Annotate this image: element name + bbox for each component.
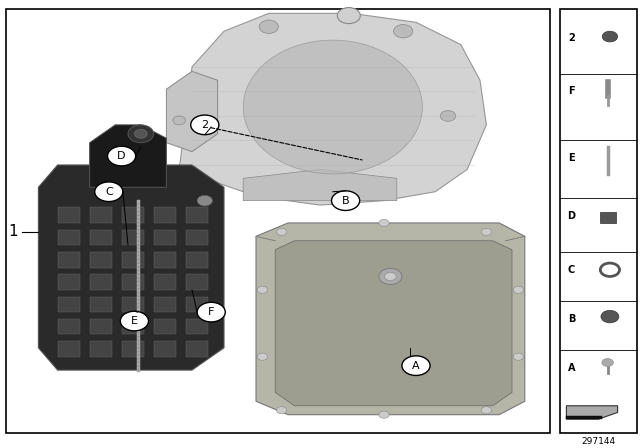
Circle shape [394, 25, 413, 38]
Circle shape [197, 302, 225, 322]
Bar [90, 274, 112, 290]
Circle shape [173, 116, 186, 125]
Bar [154, 319, 176, 334]
Bar [186, 274, 208, 290]
Bar [154, 341, 176, 357]
Polygon shape [275, 241, 512, 406]
Circle shape [128, 125, 154, 142]
Text: D: D [117, 151, 126, 161]
Circle shape [513, 353, 524, 360]
Circle shape [257, 353, 268, 360]
Circle shape [134, 129, 147, 138]
Circle shape [379, 268, 402, 284]
Ellipse shape [243, 40, 422, 174]
Circle shape [332, 191, 360, 211]
Bar [90, 252, 112, 267]
Bar [186, 230, 208, 245]
Text: 2: 2 [201, 120, 209, 130]
Text: 297144: 297144 [581, 437, 616, 446]
Text: B: B [568, 314, 575, 324]
Text: E: E [568, 153, 575, 163]
Bar [154, 230, 176, 245]
Circle shape [120, 311, 148, 331]
Bar [186, 207, 208, 223]
Polygon shape [90, 125, 166, 187]
Circle shape [197, 195, 212, 206]
Bar [154, 274, 176, 290]
Bar [122, 341, 144, 357]
Text: A: A [568, 363, 575, 373]
Circle shape [602, 358, 613, 366]
Circle shape [600, 263, 620, 276]
Text: C: C [105, 187, 113, 197]
Circle shape [481, 407, 492, 414]
Bar [58, 297, 80, 312]
Bar [58, 252, 80, 267]
Circle shape [513, 286, 524, 293]
Bar [58, 230, 80, 245]
Bar [154, 252, 176, 267]
Bar [122, 230, 144, 245]
Bar [560, 9, 637, 432]
Text: D: D [568, 211, 575, 221]
Polygon shape [243, 169, 397, 201]
Bar [122, 297, 144, 312]
Bar [58, 341, 80, 357]
Circle shape [402, 356, 430, 375]
Bar [600, 212, 616, 223]
Bar [122, 207, 144, 223]
Circle shape [108, 146, 136, 166]
Circle shape [602, 31, 618, 42]
Circle shape [191, 115, 219, 135]
Circle shape [257, 286, 268, 293]
Circle shape [259, 20, 278, 34]
Bar [186, 297, 208, 312]
Text: E: E [131, 316, 138, 326]
Text: B: B [342, 196, 349, 206]
Circle shape [440, 111, 456, 121]
Bar [90, 319, 112, 334]
Text: C: C [568, 265, 575, 275]
Bar [90, 230, 112, 245]
Circle shape [276, 407, 287, 414]
Bar [90, 207, 112, 223]
Bar [186, 341, 208, 357]
Bar [90, 341, 112, 357]
Circle shape [379, 220, 389, 227]
Text: F: F [568, 86, 575, 96]
Bar [186, 252, 208, 267]
Circle shape [385, 272, 396, 280]
Polygon shape [166, 71, 218, 151]
Bar [122, 319, 144, 334]
Text: 1: 1 [8, 224, 18, 239]
Bar [6, 9, 550, 432]
Circle shape [601, 310, 619, 323]
Text: A: A [412, 361, 420, 370]
Bar [58, 319, 80, 334]
Text: F: F [208, 307, 214, 317]
Text: 2: 2 [568, 33, 575, 43]
Bar [58, 207, 80, 223]
Bar [566, 416, 602, 419]
Polygon shape [38, 165, 224, 370]
Bar [122, 274, 144, 290]
Circle shape [276, 228, 287, 236]
Bar [154, 207, 176, 223]
Polygon shape [566, 406, 618, 419]
Bar [154, 297, 176, 312]
Circle shape [481, 228, 492, 236]
Circle shape [337, 8, 360, 24]
Bar [186, 319, 208, 334]
Bar [90, 297, 112, 312]
Bar [122, 252, 144, 267]
Polygon shape [179, 13, 486, 205]
Polygon shape [256, 223, 525, 415]
Circle shape [379, 411, 389, 418]
Bar [58, 274, 80, 290]
Circle shape [95, 182, 123, 202]
